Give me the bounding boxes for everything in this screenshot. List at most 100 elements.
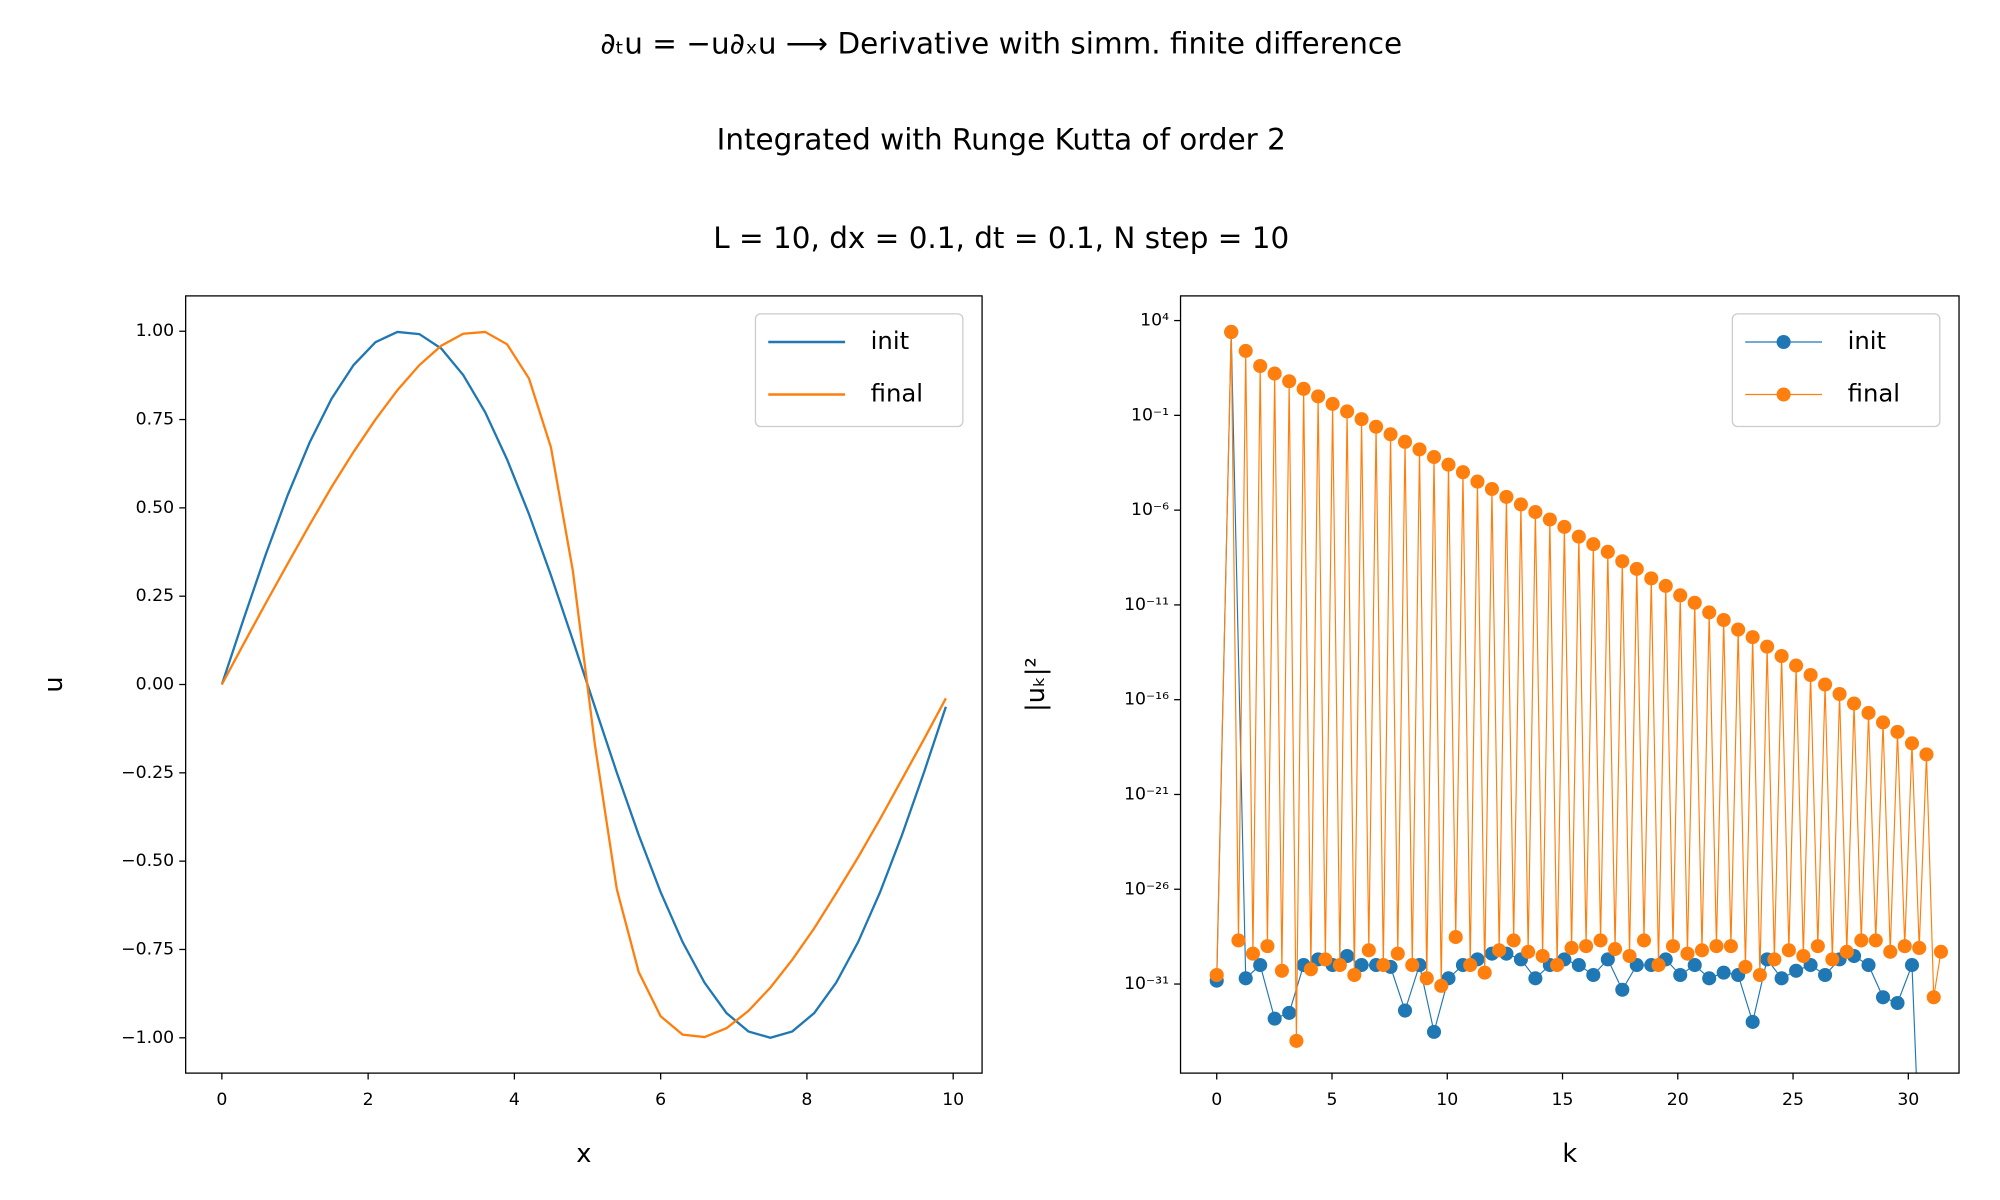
- point: [1412, 442, 1427, 457]
- axes-frame: [1179, 295, 1960, 1074]
- point: [1731, 622, 1746, 637]
- x-tick-label: 0: [216, 1090, 227, 1110]
- y-tick-label: 0.75: [136, 410, 174, 430]
- point: [1506, 933, 1521, 948]
- point: [1875, 990, 1891, 1005]
- point: [1571, 958, 1586, 973]
- point: [1738, 959, 1753, 974]
- point: [1702, 971, 1717, 986]
- legend-box: [1731, 313, 1941, 428]
- point: [1919, 747, 1934, 762]
- x-tick-label: 15: [1552, 1090, 1574, 1110]
- point: [1622, 948, 1637, 964]
- y-tick-label: 10⁻⁶: [1131, 500, 1169, 520]
- point: [1260, 939, 1275, 954]
- point: [1818, 967, 1833, 983]
- x-tick-label: 10: [942, 1090, 964, 1110]
- point: [1832, 686, 1847, 702]
- y-tick-label: 0.00: [136, 675, 174, 695]
- point: [1615, 554, 1630, 569]
- x-tick-label: 20: [1667, 1090, 1689, 1110]
- point: [1586, 967, 1601, 983]
- x-tick-label: 6: [655, 1090, 666, 1110]
- x-tick-label: 4: [509, 1090, 520, 1110]
- point: [1571, 529, 1586, 544]
- point: [1890, 995, 1905, 1011]
- point: [1303, 962, 1318, 977]
- point: [1600, 952, 1615, 967]
- point: [1723, 939, 1738, 954]
- title-line: L = 10, dx = 0.1, dt = 0.1, N step = 10: [713, 221, 1289, 255]
- point: [1847, 696, 1862, 711]
- point: [1767, 952, 1782, 967]
- point: [1709, 939, 1724, 954]
- point: [1376, 958, 1391, 973]
- x-tick-label: 25: [1782, 1090, 1804, 1110]
- point: [1369, 419, 1384, 434]
- point: [1586, 537, 1601, 552]
- y-tick-label: 10⁻²⁶: [1124, 879, 1169, 899]
- point: [1535, 948, 1550, 964]
- point: [1477, 965, 1492, 980]
- point: [1680, 946, 1695, 961]
- point: [1658, 578, 1673, 593]
- point: [1245, 946, 1260, 961]
- x-tick-label: 30: [1897, 1090, 1919, 1110]
- point: [1238, 343, 1253, 358]
- point: [1448, 930, 1463, 945]
- point: [1579, 939, 1594, 954]
- y-tick-label: 10⁻¹: [1131, 405, 1169, 425]
- point: [1608, 942, 1623, 957]
- point: [1296, 381, 1311, 396]
- point: [1825, 952, 1840, 967]
- point: [1687, 595, 1702, 610]
- point: [1781, 943, 1796, 958]
- point: [1426, 450, 1442, 465]
- x-tick-label: 2: [363, 1090, 374, 1110]
- point: [1419, 971, 1434, 986]
- point: [1231, 933, 1246, 948]
- y-tick-label: 10⁻¹¹: [1124, 595, 1169, 615]
- point: [1904, 736, 1920, 751]
- point: [1789, 658, 1804, 673]
- x-axis-label: k: [1562, 1139, 1577, 1169]
- axes-frame: [185, 295, 983, 1074]
- legend-marker: [1776, 334, 1791, 350]
- point: [1397, 1003, 1413, 1018]
- y-tick-label: 0.50: [136, 498, 174, 518]
- series-line: [220, 330, 947, 1039]
- point: [1354, 412, 1369, 427]
- y-tick-label: 10⁻³¹: [1124, 974, 1169, 994]
- point: [1933, 944, 1948, 959]
- point: [1455, 465, 1470, 480]
- point: [1810, 939, 1825, 954]
- point: [1311, 389, 1326, 404]
- point: [1318, 952, 1333, 967]
- point: [1615, 982, 1630, 997]
- point: [1912, 940, 1927, 956]
- y-tick-label: 10⁻¹⁶: [1124, 690, 1169, 710]
- point: [1282, 374, 1297, 389]
- point: [1528, 971, 1543, 986]
- point: [1600, 544, 1615, 559]
- legend-label: init: [1848, 326, 1886, 355]
- point: [1904, 958, 1920, 973]
- series-line: [220, 330, 947, 1039]
- point: [1694, 943, 1710, 958]
- point: [1774, 971, 1789, 986]
- point: [1441, 457, 1456, 472]
- plot-area: [220, 330, 947, 1039]
- point: [1629, 561, 1644, 576]
- point: [1426, 1024, 1442, 1039]
- point: [1354, 958, 1369, 973]
- point: [1868, 933, 1883, 948]
- point: [1434, 978, 1449, 993]
- point: [1803, 667, 1818, 683]
- point: [1839, 944, 1854, 959]
- point: [1528, 505, 1543, 520]
- point: [1383, 427, 1398, 442]
- point: [1593, 933, 1608, 948]
